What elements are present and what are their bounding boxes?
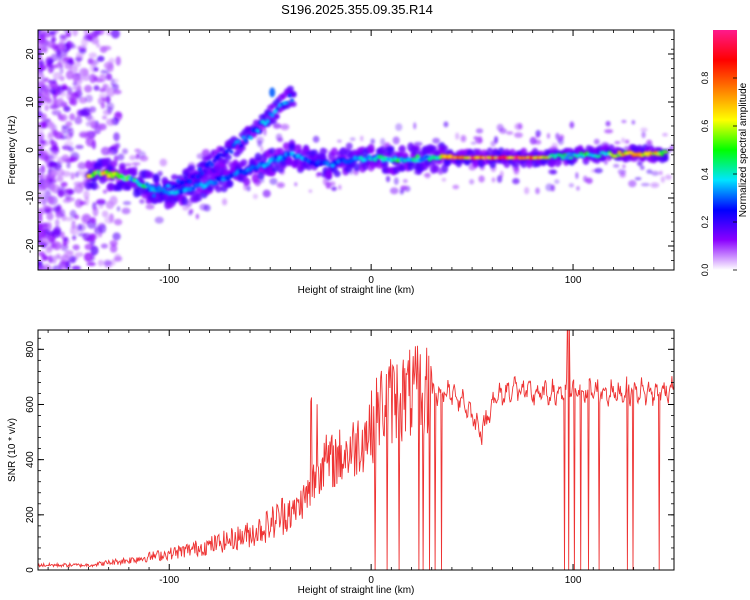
y-tick-label: 0 (25, 567, 36, 573)
colorbar-label: Normalized spectral amplitude (738, 82, 749, 217)
y-tick-label: -20 (25, 238, 36, 253)
spectrogram-x-label: Height of straight line (km) (298, 285, 415, 296)
colorbar-tick-label: 0.6 (700, 120, 710, 133)
isolated-blob (269, 87, 276, 98)
figure-title: S196.2025.355.09.35.R14 (281, 2, 433, 17)
snr-panel: -100 0 100 0 200 400 600 800 Height of straigh… (7, 329, 675, 596)
snr-series-line (38, 330, 674, 570)
noise-speckle (38, 30, 674, 270)
colorbar-tick-label: 0.4 (700, 168, 710, 181)
x-tick-label: -100 (159, 575, 179, 586)
y-tick-label: 800 (25, 341, 36, 358)
colorbar-tick-label: 0.2 (700, 216, 710, 229)
x-tick-label: 0 (368, 275, 374, 286)
heatmap-layer (38, 30, 674, 270)
colorbar-ticks: 0.0 0.2 0.4 0.6 0.8 (700, 72, 737, 277)
snr-frame (37, 329, 675, 571)
snr-y-ticks: 0 200 400 600 800 (25, 337, 674, 573)
spectrogram-x-ticks: -100 0 100 (47, 30, 675, 286)
x-tick-label: 100 (565, 275, 582, 286)
y-tick-label: 400 (25, 451, 36, 468)
snr-y-label: SNR (10 * v/v) (7, 418, 18, 482)
x-tick-label: 0 (368, 575, 374, 586)
snr-x-label: Height of straight line (km) (298, 585, 415, 596)
y-tick-label: -10 (25, 190, 36, 205)
colorbar-tick-label: 0.0 (700, 264, 710, 277)
colorbar-tick-label: 0.8 (700, 72, 710, 85)
colorbar-gradient (713, 30, 737, 270)
spectrogram-y-ticks: -20 -10 0 10 20 (25, 29, 674, 271)
x-tick-label: 100 (565, 575, 582, 586)
y-tick-label: 600 (25, 396, 36, 413)
spectrogram-y-label: Frequency (Hz) (7, 116, 18, 185)
colorbar: 0.0 0.2 0.4 0.6 0.8 Normalized spectral ampl… (700, 30, 749, 276)
x-tick-label: -100 (159, 275, 179, 286)
y-tick-label: 20 (25, 48, 36, 60)
y-tick-label: 10 (25, 96, 36, 108)
ridge-core (86, 93, 669, 198)
y-tick-label: 200 (25, 506, 36, 523)
snr-x-ticks: -100 0 100 (47, 330, 675, 586)
y-tick-label: 0 (25, 147, 36, 153)
